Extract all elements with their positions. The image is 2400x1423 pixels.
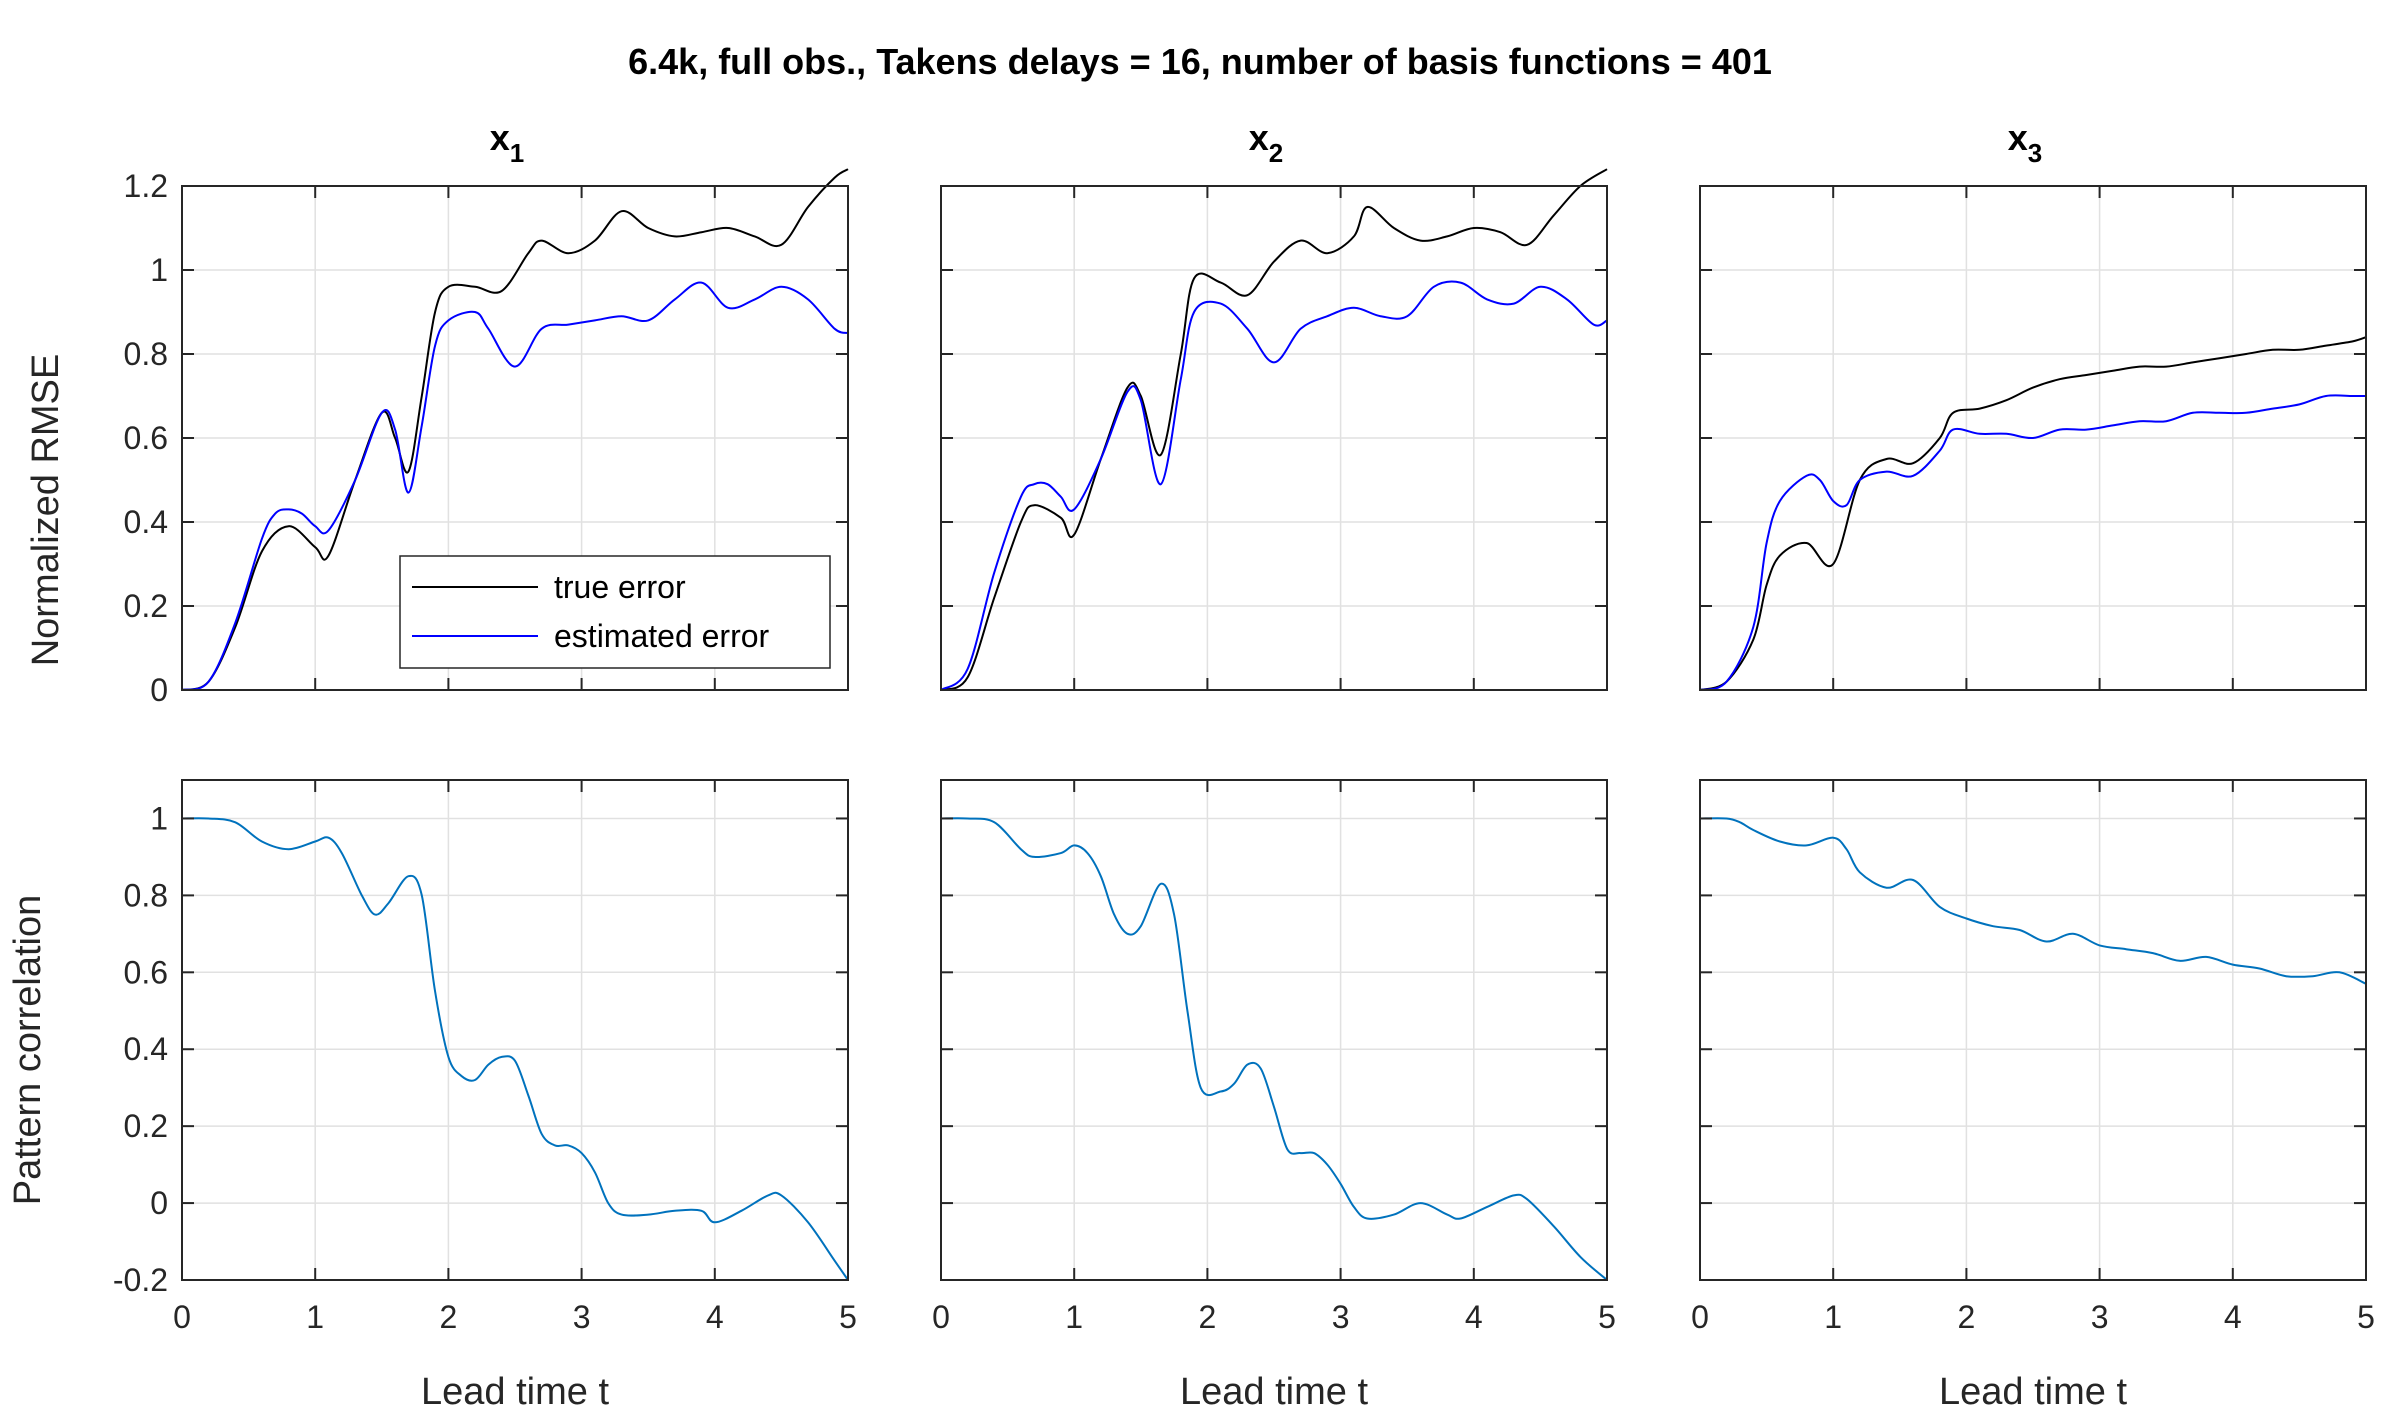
x-tick-label: 2	[440, 1299, 458, 1335]
series-line-estimated-error	[940, 280, 1608, 691]
y-tick-label: 0.2	[124, 588, 168, 624]
panel-corr-x3: 0 1 2 3 4 5	[1691, 779, 2375, 1335]
x-tick-label: 2	[1958, 1299, 1976, 1335]
y-tick-label: 1	[150, 252, 168, 288]
y-tick-label: 0.4	[124, 1031, 168, 1067]
ticks	[1699, 780, 2367, 1281]
x-tick-label: 0	[1691, 1299, 1709, 1335]
y-tick-label: 0.4	[124, 504, 168, 540]
y-tick-label: 0.8	[124, 336, 168, 372]
ticks	[181, 185, 849, 691]
axes-box	[1699, 779, 2367, 1281]
series-line-estimated-error	[1699, 394, 2366, 691]
x-tick-label: 1	[306, 1299, 324, 1335]
axes-box	[940, 779, 1608, 1281]
x-tick-label: 5	[2357, 1299, 2375, 1335]
y-tick-label: 0	[150, 1185, 168, 1221]
y-tick-label: 0.8	[124, 877, 168, 913]
panel-title: x3	[2008, 117, 2043, 168]
panel-title-subscript: 3	[2028, 138, 2042, 168]
grid	[941, 186, 1607, 690]
y-tick-label: 0	[150, 672, 168, 708]
x-tick-label: 1	[1065, 1299, 1083, 1335]
axes-box	[181, 779, 849, 1281]
y-tick-label: 1.2	[124, 168, 168, 204]
y-tick-label: 0.2	[124, 1108, 168, 1144]
panel-title-subscript: 1	[510, 138, 524, 168]
ticks	[1699, 185, 2367, 691]
panel-title: x1	[490, 117, 525, 168]
x-tick-label: 1	[1824, 1299, 1842, 1335]
x-tick-label: 0	[932, 1299, 950, 1335]
ticks	[181, 780, 849, 1281]
y-tick-label: 0.6	[124, 954, 168, 990]
y-tick-label: -0.2	[113, 1262, 168, 1298]
x-tick-label: 4	[2224, 1299, 2242, 1335]
panel-title: x2	[1249, 117, 1284, 168]
grid	[1700, 780, 2366, 1280]
rmse-y-axis-label: Normalized RMSE	[25, 354, 67, 667]
series-line-pattern-correlation	[181, 817, 849, 1281]
x-axis-label-col1: Lead time t	[421, 1371, 609, 1413]
y-tick-label: 1	[150, 800, 168, 836]
x-axis-label-col3: Lead time t	[1939, 1371, 2127, 1413]
x-tick-label: 5	[1598, 1299, 1616, 1335]
legend-box	[399, 555, 831, 669]
panel-title-main: x	[490, 117, 510, 158]
panel-title-main: x	[1249, 117, 1269, 158]
x-tick-label: 5	[839, 1299, 857, 1335]
series-line-pattern-correlation	[1699, 817, 2367, 985]
panel-corr-x1: -0.200.20.40.60.810 1 2 3 4 5	[113, 779, 857, 1335]
x-tick-label: 4	[706, 1299, 724, 1335]
correlation-y-axis-label: Pattern correlation	[7, 895, 49, 1206]
panel-corr-x2: 0 1 2 3 4 5	[932, 779, 1616, 1335]
legend-entry: true error	[554, 569, 686, 605]
series-line-true-error	[1699, 336, 2367, 691]
legend: true error estimated error	[399, 555, 831, 669]
series-line-true-error	[181, 168, 849, 691]
x-tick-label: 3	[1332, 1299, 1350, 1335]
legend-entry: estimated error	[554, 618, 770, 654]
x-tick-label: 4	[1465, 1299, 1483, 1335]
x-tick-label: 3	[2091, 1299, 2109, 1335]
x-tick-label: 0	[173, 1299, 191, 1335]
series-line-pattern-correlation	[940, 817, 1608, 1281]
series-line-true-error	[940, 168, 1608, 691]
panel-rmse-x2: x2	[940, 117, 1608, 691]
y-tick-label: 0.6	[124, 420, 168, 456]
grid	[941, 780, 1607, 1280]
ticks	[940, 780, 1608, 1281]
x-tick-label: 3	[573, 1299, 591, 1335]
series-line-estimated-error	[181, 281, 849, 691]
ticks	[940, 185, 1608, 691]
figure-title: 6.4k, full obs., Takens delays = 16, num…	[628, 41, 1772, 82]
panel-rmse-x3: x3	[1699, 117, 2367, 691]
x-tick-label: 2	[1199, 1299, 1217, 1335]
x-axis-label-col2: Lead time t	[1180, 1371, 1368, 1413]
panel-title-subscript: 2	[1269, 138, 1283, 168]
grid	[182, 780, 848, 1280]
panel-title-main: x	[2008, 117, 2028, 158]
